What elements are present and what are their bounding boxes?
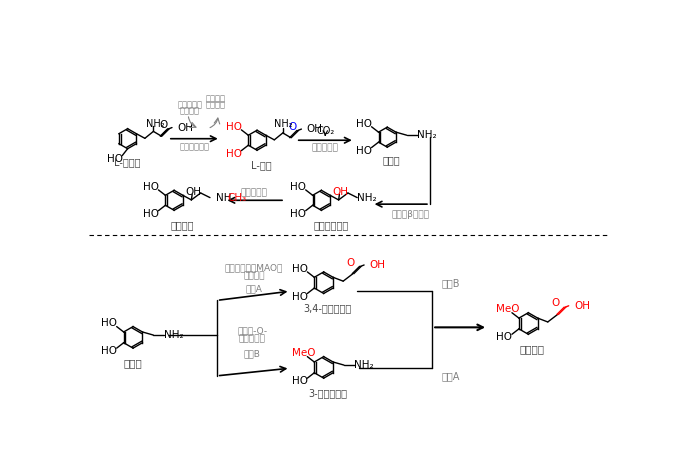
Text: OH: OH <box>369 260 386 270</box>
Text: 单胺氧化酶（MAO）: 单胺氧化酶（MAO） <box>225 264 283 273</box>
Text: HO: HO <box>101 346 117 356</box>
Text: 多巴胺β羟化酶: 多巴胺β羟化酶 <box>392 210 430 219</box>
Text: HO: HO <box>143 209 158 219</box>
Text: HO: HO <box>292 376 307 386</box>
Text: MeO: MeO <box>496 304 520 314</box>
Text: HO: HO <box>356 119 372 129</box>
Text: HO: HO <box>292 264 307 274</box>
Text: OH: OH <box>574 301 590 311</box>
Text: 甲基转移酶: 甲基转移酶 <box>239 334 266 343</box>
Text: L-多巴: L-多巴 <box>251 160 271 170</box>
Text: HO: HO <box>226 148 241 159</box>
Text: OH: OH <box>307 124 323 134</box>
Text: HO: HO <box>107 154 123 165</box>
Text: 多巴胺: 多巴胺 <box>382 155 400 165</box>
Text: 条件B: 条件B <box>244 350 261 359</box>
Text: O: O <box>551 298 560 309</box>
Text: O: O <box>159 120 167 130</box>
Text: HO: HO <box>290 182 306 192</box>
Text: 3-甲氧基酪胺: 3-甲氧基酪胺 <box>308 388 347 398</box>
Text: HO: HO <box>356 146 372 156</box>
Text: 条件B: 条件B <box>441 279 460 288</box>
Text: CH₃: CH₃ <box>227 193 246 202</box>
Text: 多巴胺: 多巴胺 <box>124 358 142 368</box>
Text: 生物蝶呤: 生物蝶呤 <box>180 107 200 116</box>
Text: NH₂: NH₂ <box>354 360 374 370</box>
Text: NH₂: NH₂ <box>146 119 165 129</box>
Text: 高香草酸: 高香草酸 <box>520 344 545 354</box>
Text: NH₂: NH₂ <box>273 119 292 130</box>
Text: 多巴脱羧酶: 多巴脱羧酶 <box>312 144 339 153</box>
Text: OH: OH <box>332 187 348 197</box>
Text: 醛脱氢酶: 醛脱氢酶 <box>243 271 265 280</box>
Text: HO: HO <box>101 319 117 328</box>
Text: 氧气，四氢: 氧气，四氢 <box>177 100 202 109</box>
Text: OH: OH <box>185 187 201 197</box>
Text: CO₂: CO₂ <box>316 126 335 136</box>
Text: O: O <box>347 258 355 268</box>
Text: HO: HO <box>226 122 241 132</box>
Text: NH₂: NH₂ <box>357 193 376 202</box>
Text: 条件A: 条件A <box>441 371 460 381</box>
Text: 甲基转移酶: 甲基转移酶 <box>241 188 267 197</box>
Text: 生物蝶呤: 生物蝶呤 <box>205 100 225 109</box>
Text: 儿茶酚-O-: 儿茶酚-O- <box>237 327 267 336</box>
Text: 3,4-二羟苯乙酸: 3,4-二羟苯乙酸 <box>303 303 352 313</box>
Text: 条件A: 条件A <box>245 284 262 293</box>
Text: NH₂: NH₂ <box>417 130 437 140</box>
Text: 水，二氢: 水，二氢 <box>205 94 225 103</box>
Text: HO: HO <box>143 182 158 192</box>
Text: 酪氨酸羟化酶: 酪氨酸羟化酶 <box>180 142 209 151</box>
Text: OH: OH <box>177 122 193 133</box>
Text: HO: HO <box>290 209 306 219</box>
Text: MeO: MeO <box>292 348 316 358</box>
Text: HO: HO <box>292 292 307 302</box>
Text: NH₂: NH₂ <box>164 330 183 340</box>
Text: NH: NH <box>216 193 232 202</box>
Text: 去甲肾上腺素: 去甲肾上腺素 <box>313 220 348 230</box>
Text: HO: HO <box>496 333 512 342</box>
Text: L-酪氨酸: L-酪氨酸 <box>114 157 141 167</box>
Text: O: O <box>288 122 296 132</box>
Text: 肾上腺素: 肾上腺素 <box>170 220 194 230</box>
